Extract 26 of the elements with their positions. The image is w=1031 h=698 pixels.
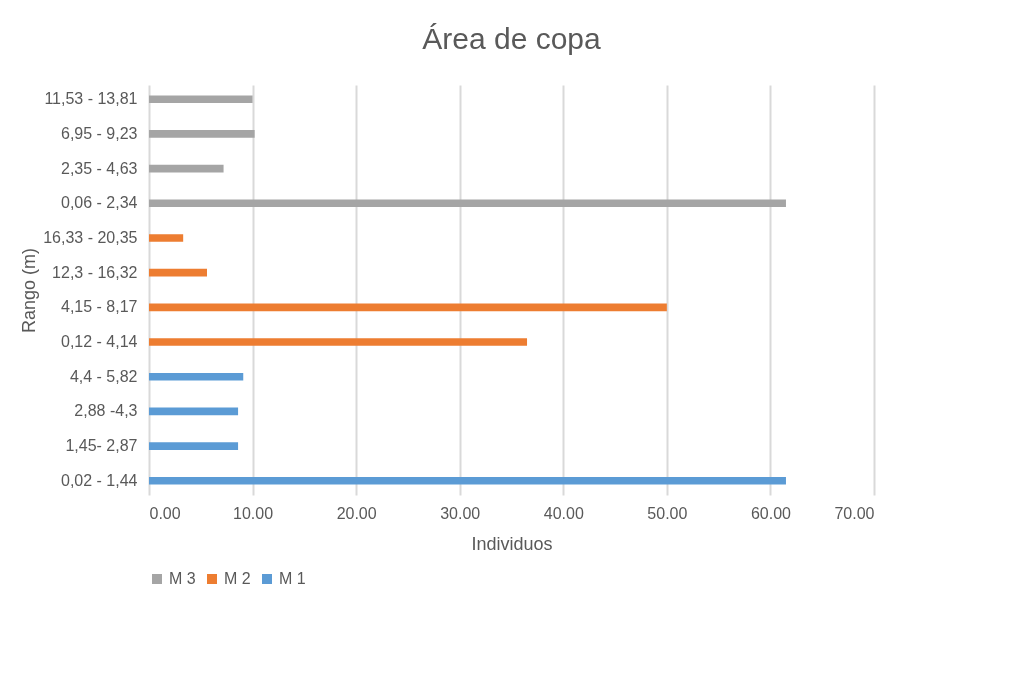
- legend-label: M 2: [224, 570, 251, 587]
- y-tick-label: 16,33 - 20,35: [43, 228, 138, 246]
- y-tick-label: 4,15 - 8,17: [61, 298, 138, 316]
- x-tick-label: 60.00: [750, 504, 792, 522]
- y-tick-label: 6,95 - 9,23: [61, 124, 138, 142]
- y-tick-label: 0,06 - 2,34: [61, 194, 138, 212]
- chart-title: Área de copa: [422, 22, 602, 55]
- y-tick-label: 2,88 -4,3: [74, 402, 138, 420]
- x-axis-title: Individuos: [471, 533, 553, 554]
- x-tick-label: 10.00: [233, 504, 274, 522]
- y-tick-label: 12,3 - 16,32: [52, 263, 138, 281]
- y-tick-label: 4,4 - 5,82: [69, 367, 138, 385]
- x-tick-label: 40.00: [543, 504, 584, 522]
- y-tick-label: 0,02 - 1,44: [61, 471, 138, 489]
- legend-label: M 1: [279, 570, 306, 587]
- y-tick-label: 0,12 - 4,14: [61, 333, 138, 351]
- x-tick-label: 0.00: [149, 504, 181, 522]
- y-axis-title: Rango (m): [19, 247, 40, 334]
- y-tick-label: 1,45- 2,87: [65, 437, 138, 455]
- x-tick-label: 70.00: [834, 504, 875, 522]
- y-tick-label: 2,35 - 4,63: [61, 159, 138, 177]
- x-tick-label: 50.00: [647, 504, 688, 522]
- x-tick-label: 30.00: [440, 504, 481, 522]
- x-tick-label: 20.00: [336, 504, 377, 522]
- y-tick-label: 11,53 - 13,81: [44, 90, 138, 108]
- legend-label: M 3: [169, 570, 196, 587]
